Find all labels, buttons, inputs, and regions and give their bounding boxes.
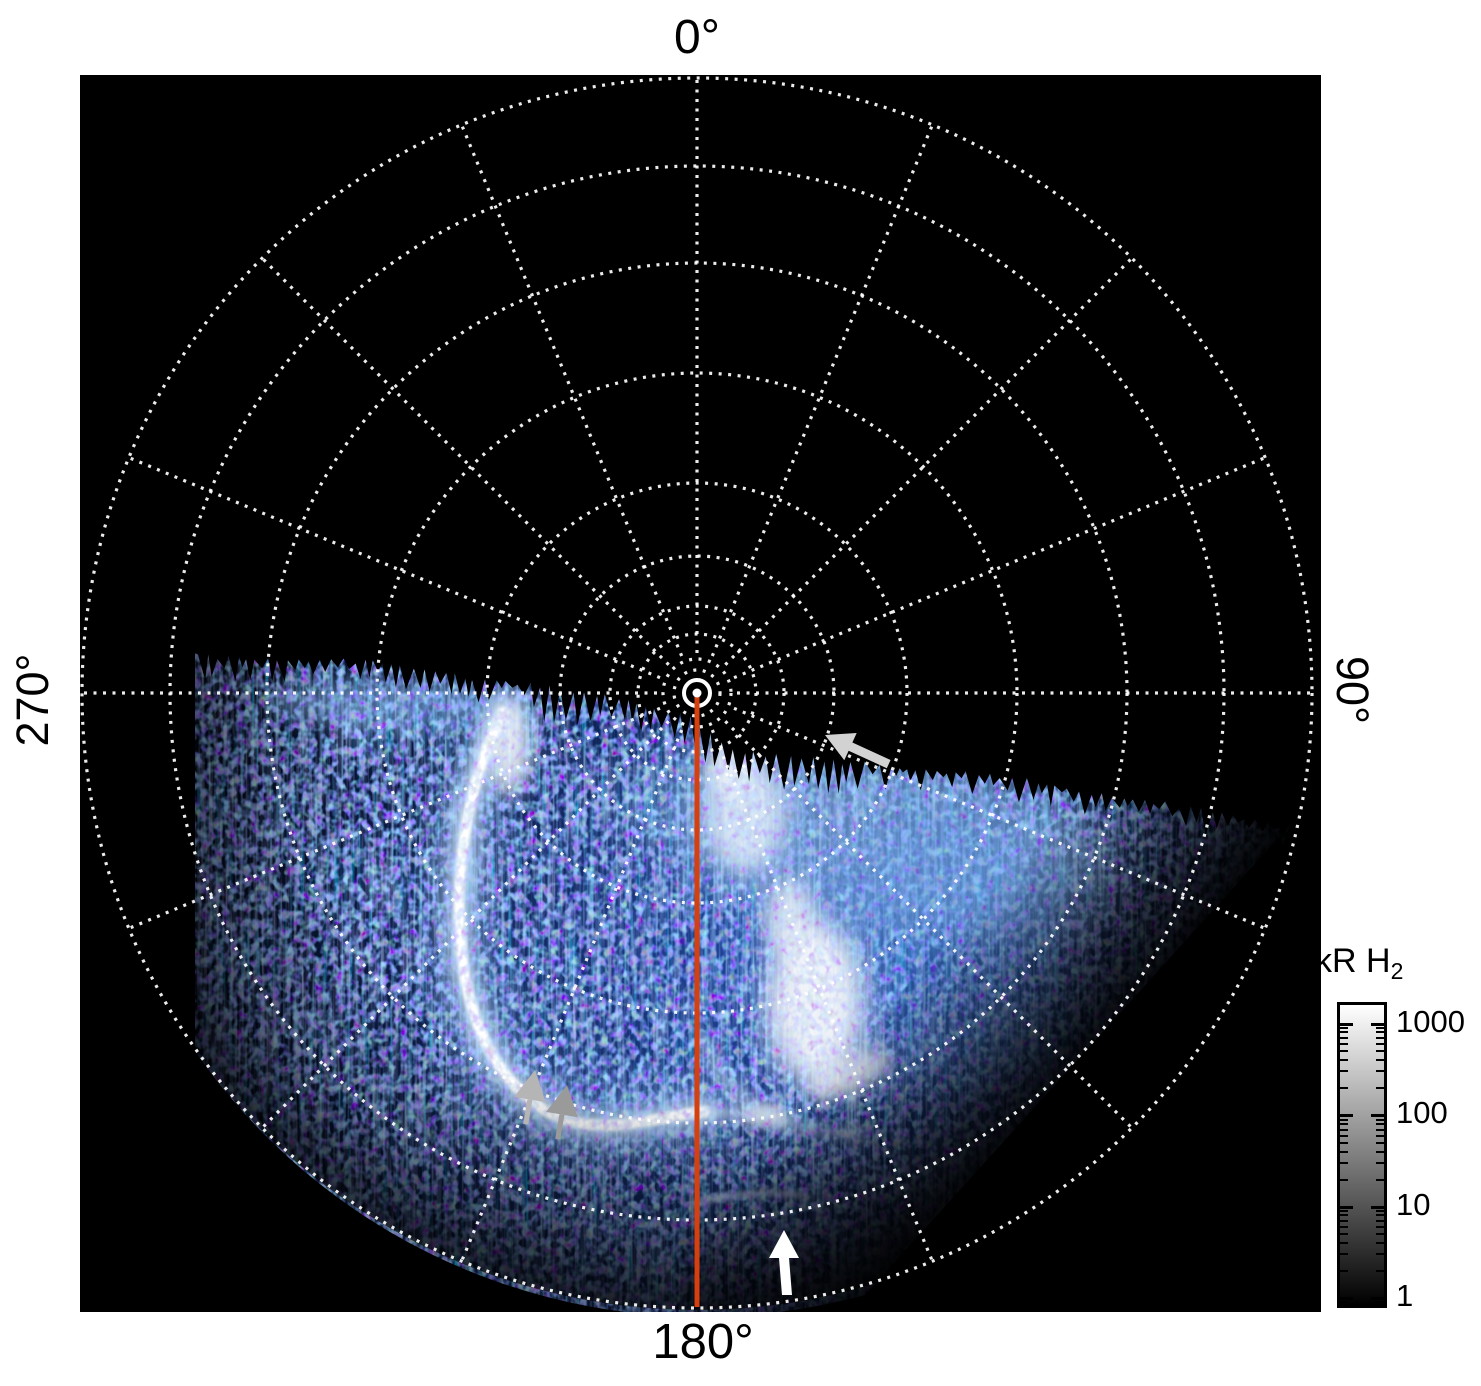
colorbar-tick-mark — [1340, 1233, 1348, 1235]
colorbar-tick-mark — [1376, 1070, 1384, 1072]
colorbar-tick-mark — [1376, 1135, 1384, 1137]
colorbar-tick-mark — [1340, 1253, 1348, 1255]
colorbar-tick-mark — [1340, 1113, 1353, 1117]
colorbar-tick-mark — [1371, 1113, 1384, 1117]
colorbar-tick-mark — [1340, 1070, 1348, 1072]
colorbar-tick-mark — [1340, 1305, 1348, 1307]
colorbar-tick-mark — [1340, 1242, 1348, 1244]
colorbar-tick-mark — [1340, 1043, 1348, 1045]
colorbar-tick-mark — [1376, 1233, 1384, 1235]
colorbar-tick-mark — [1376, 1270, 1384, 1272]
polar-grid — [80, 76, 1314, 1310]
colorbar-tick-mark — [1376, 1119, 1384, 1121]
colorbar-tick-mark — [1340, 1119, 1348, 1121]
azimuth-label-0: 0° — [674, 11, 720, 64]
colorbar-tick-mark — [1340, 1135, 1348, 1137]
colorbar-tick-mark — [1376, 1220, 1384, 1222]
colorbar-tick-mark — [1376, 1050, 1384, 1052]
colorbar-tick-mark — [1340, 1210, 1348, 1212]
colorbar-tick-100: 100 — [1396, 1095, 1448, 1130]
colorbar-tick-1000: 1000 — [1396, 1004, 1465, 1039]
left-column-dimming — [195, 653, 355, 1312]
colorbar-tick-mark — [1340, 1214, 1348, 1216]
colorbar-tick-mark — [1371, 1022, 1384, 1026]
colorbar-tick-mark — [1371, 1205, 1384, 1209]
colorbar-tick-mark — [1340, 1220, 1348, 1222]
colorbar-tick-mark — [1376, 1059, 1384, 1061]
colorbar-tick-mark — [1340, 1296, 1353, 1300]
colorbar-gradient — [1337, 1002, 1387, 1308]
colorbar-tick-mark — [1340, 1050, 1348, 1052]
colorbar-tick-mark — [1376, 1210, 1384, 1212]
azimuth-label-270: 270° — [7, 653, 58, 747]
colorbar-tick-mark — [1376, 1226, 1384, 1228]
colorbar-tick-mark — [1376, 1123, 1384, 1125]
colorbar-tick-mark — [1340, 1226, 1348, 1228]
main-arc-arrow-right — [546, 1085, 578, 1140]
colorbar-tick-mark — [1340, 1162, 1348, 1164]
colorbar-title-main: kR H — [1315, 942, 1391, 980]
swath-edge-arrow — [825, 733, 891, 769]
colorbar-tick-mark — [1340, 1059, 1348, 1061]
polar-plot-svg — [80, 76, 1314, 1312]
colorbar-tick-mark — [1340, 1205, 1353, 1209]
colorbar-tick-mark — [1376, 1129, 1384, 1131]
colorbar-tick-mark — [1376, 1305, 1384, 1307]
colorbar-tick-mark — [1376, 1214, 1384, 1216]
colorbar-tick-mark — [1376, 1151, 1384, 1153]
colorbar-tick-mark — [1376, 1142, 1384, 1144]
colorbar-tick-mark — [1376, 1031, 1384, 1033]
colorbar-tick-10: 10 — [1396, 1187, 1431, 1222]
colorbar-tick-mark — [1340, 1142, 1348, 1144]
azimuth-label-90: 90° — [1327, 655, 1378, 725]
colorbar-tick-mark — [1340, 1179, 1348, 1181]
colorbar-tick-mark — [1371, 1296, 1384, 1300]
colorbar-tick-mark — [1340, 1270, 1348, 1272]
colorbar-tick-mark — [1376, 1027, 1384, 1029]
colorbar-tick-mark — [1376, 1162, 1384, 1164]
colorbar-tick-mark — [1340, 1151, 1348, 1153]
colorbar-title: kR H2 — [1315, 942, 1403, 985]
colorbar-tick-mark — [1340, 1031, 1348, 1033]
colorbar-tick-mark — [1376, 1253, 1384, 1255]
main-arc-arrow-left — [514, 1070, 546, 1125]
colorbar-tick-mark — [1340, 1027, 1348, 1029]
colorbar-tick-mark — [1376, 1043, 1384, 1045]
annotation-arrows — [514, 733, 891, 1295]
colorbar-tick-mark — [1340, 1022, 1353, 1026]
colorbar-tick-mark — [1340, 1037, 1348, 1039]
colorbar-tick-mark — [1340, 1087, 1348, 1089]
colorbar-tick-1: 1 — [1396, 1278, 1414, 1313]
colorbar-title-subscript: 2 — [1390, 958, 1404, 984]
colorbar-tick-mark — [1376, 1242, 1384, 1244]
colorbar-tick-mark — [1340, 1123, 1348, 1125]
colorbar-tick-mark — [1376, 1179, 1384, 1181]
colorbar-tick-mark — [1376, 1301, 1384, 1303]
colorbar-tick-mark — [1376, 1087, 1384, 1089]
azimuth-label-180: 180° — [652, 1315, 754, 1369]
polar-plot-area — [80, 75, 1321, 1312]
colorbar-tick-mark — [1340, 1129, 1348, 1131]
colorbar-tick-mark — [1376, 1037, 1384, 1039]
colorbar-tick-mark — [1340, 1301, 1348, 1303]
pole-center-dot — [692, 688, 702, 698]
equatorward-arc-arrow — [769, 1230, 799, 1295]
